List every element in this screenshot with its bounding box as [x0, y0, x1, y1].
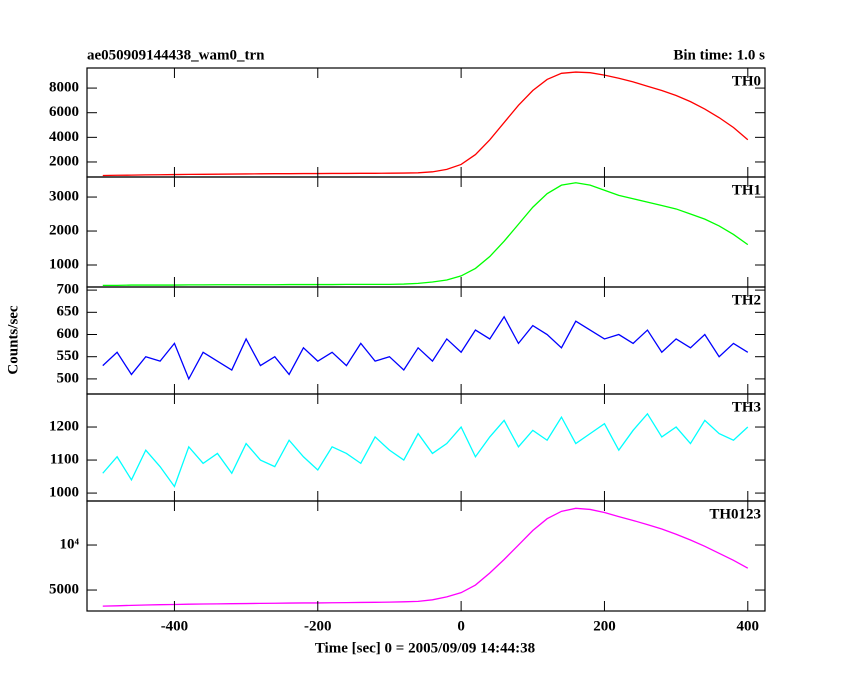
x-tick-label: 400 — [737, 618, 760, 634]
y-tick-label: 4000 — [49, 129, 79, 145]
y-tick-label: 700 — [57, 282, 80, 298]
y-tick-label: 8000 — [49, 80, 79, 96]
chart-title: ae050909144438_wam0_trn — [87, 47, 265, 63]
panel-label: TH0123 — [709, 506, 761, 522]
y-tick-label: 1000 — [49, 256, 79, 272]
y-tick-label: 600 — [57, 326, 80, 342]
x-axis-label: Time [sec] 0 = 2005/09/09 14:44:38 — [315, 640, 535, 656]
x-tick-label: 200 — [593, 618, 616, 634]
data-line — [102, 182, 749, 287]
y-tick-label: 2000 — [49, 153, 79, 169]
y-tick-label: 550 — [57, 348, 80, 364]
panel-frame — [86, 500, 766, 612]
y-tick-label: 6000 — [49, 104, 79, 120]
data-line — [102, 412, 749, 488]
panel-label: TH1 — [732, 182, 761, 198]
y-tick-label: 5000 — [49, 581, 79, 597]
y-tick-label: 500 — [57, 370, 80, 386]
data-line — [102, 71, 749, 177]
y-tick-label: 1000 — [49, 485, 79, 501]
y-tick-label: 10⁴ — [60, 536, 80, 552]
data-line — [102, 315, 749, 381]
x-tick-label: -200 — [304, 618, 332, 634]
panel-label: TH3 — [732, 399, 761, 415]
x-tick-label: -400 — [161, 618, 189, 634]
y-tick-label: 3000 — [49, 188, 79, 204]
y-tick-label: 2000 — [49, 222, 79, 238]
y-tick-label: 1100 — [50, 451, 79, 467]
y-tick-label: 1200 — [49, 418, 79, 434]
panel-label: TH0 — [732, 73, 761, 89]
panel-label: TH2 — [732, 292, 761, 308]
panel-frame — [86, 67, 766, 178]
y-axis-label: Counts/sec — [5, 305, 21, 375]
data-line — [102, 507, 749, 607]
panel-frame — [86, 176, 766, 288]
y-tick-label: 650 — [57, 304, 80, 320]
x-tick-label: 0 — [457, 618, 465, 634]
bin-time: Bin time: 1.0 s — [673, 47, 765, 63]
